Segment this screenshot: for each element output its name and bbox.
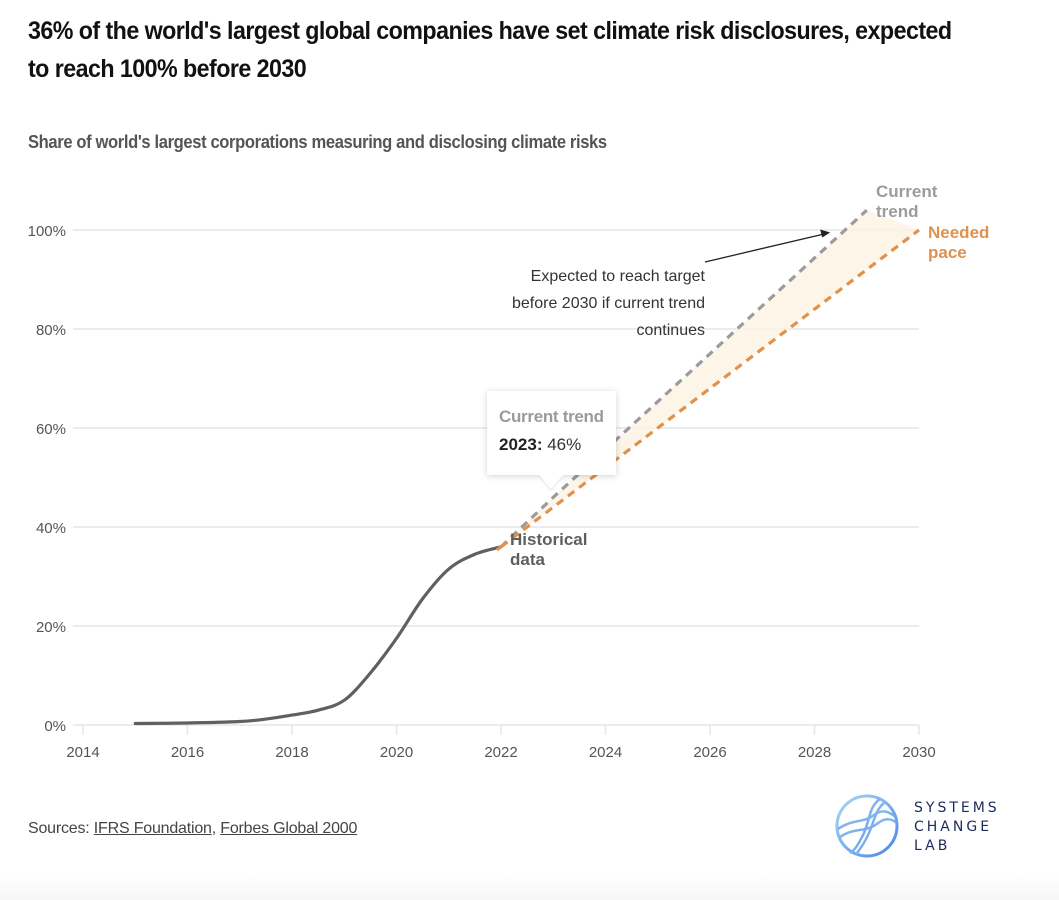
chart-title: 36% of the world's largest global compan… [28,17,952,83]
x-tick-label: 2014 [66,744,99,761]
annotation-group: Expected to reach target before 2030 if c… [512,229,831,339]
annotation-line: before 2030 if current trend [512,295,705,312]
annotation-arrowhead [820,229,831,238]
x-tick-label: 2030 [902,744,935,761]
y-tick-label: 60% [36,421,66,438]
logo-line: LAB [914,838,951,854]
label-current-trend: Current trend [876,182,938,221]
x-tick-label: 2022 [484,744,517,761]
label-historical-data-line: Historical [510,530,587,549]
logo-line: CHANGE [914,819,993,835]
y-tick-label: 40% [36,520,66,537]
annotation-line: continues [637,322,706,339]
tooltip-percent: 46% [547,435,582,454]
historical-end-marker [496,545,502,552]
sources-label: Sources: [28,820,90,837]
series-group [133,209,920,726]
sources: Sources: IFRS Foundation, Forbes Global … [28,820,357,838]
logo-text: SYSTEMS CHANGE LAB [914,799,1000,856]
x-tick-label: 2024 [589,744,622,761]
systems-change-lab-logo[interactable]: SYSTEMS CHANGE LAB [834,793,1034,863]
chart-subtitle: Share of world's largest corporations me… [28,132,607,152]
tooltip-year: 2023: [499,435,543,454]
x-tick-label: 2026 [693,744,726,761]
label-needed-pace-line: Needed [928,223,989,242]
y-tick-label: 100% [28,223,66,240]
y-axis: 0% 20% 40% 60% 80% 100% [28,223,66,735]
annotation-text: Expected to reach target before 2030 if c… [512,268,706,339]
series-line-historical [133,545,503,726]
logo-line: SYSTEMS [914,800,1000,816]
x-tick-label: 2020 [380,744,413,761]
annotation-line: Expected to reach target [531,268,706,285]
x-axis: 2014 2016 2018 2020 2022 2024 2026 2028 2030 [66,725,936,761]
tooltip-value: 2023: 46% [499,435,616,455]
source-separator: , [211,820,217,837]
label-current-trend-line: Current [876,182,938,201]
y-tick-label: 20% [36,619,66,636]
globe-wave-icon [835,794,899,858]
x-tick-label: 2028 [798,744,831,761]
label-needed-pace: Needed pace [928,223,989,262]
source-link-ifrs[interactable]: IFRS Foundation [93,820,212,837]
label-needed-pace-line: pace [928,243,967,262]
label-current-trend-line: trend [876,202,919,221]
series-line-current-trend [499,209,868,548]
source-link-forbes[interactable]: Forbes Global 2000 [220,820,358,837]
label-historical-data: Historical data [510,530,587,569]
x-tick-label: 2016 [171,744,204,761]
y-tick-label: 0% [44,718,66,735]
label-historical-data-line: data [510,550,546,569]
tooltip-title: Current trend [499,407,604,426]
tooltip: Current trend 2023: 46% [487,391,616,475]
annotation-arrow-line [704,232,827,263]
series-line-needed-pace [500,228,920,549]
y-tick-label: 80% [36,322,66,339]
bottom-band [0,872,1059,900]
x-tick-label: 2018 [275,744,308,761]
